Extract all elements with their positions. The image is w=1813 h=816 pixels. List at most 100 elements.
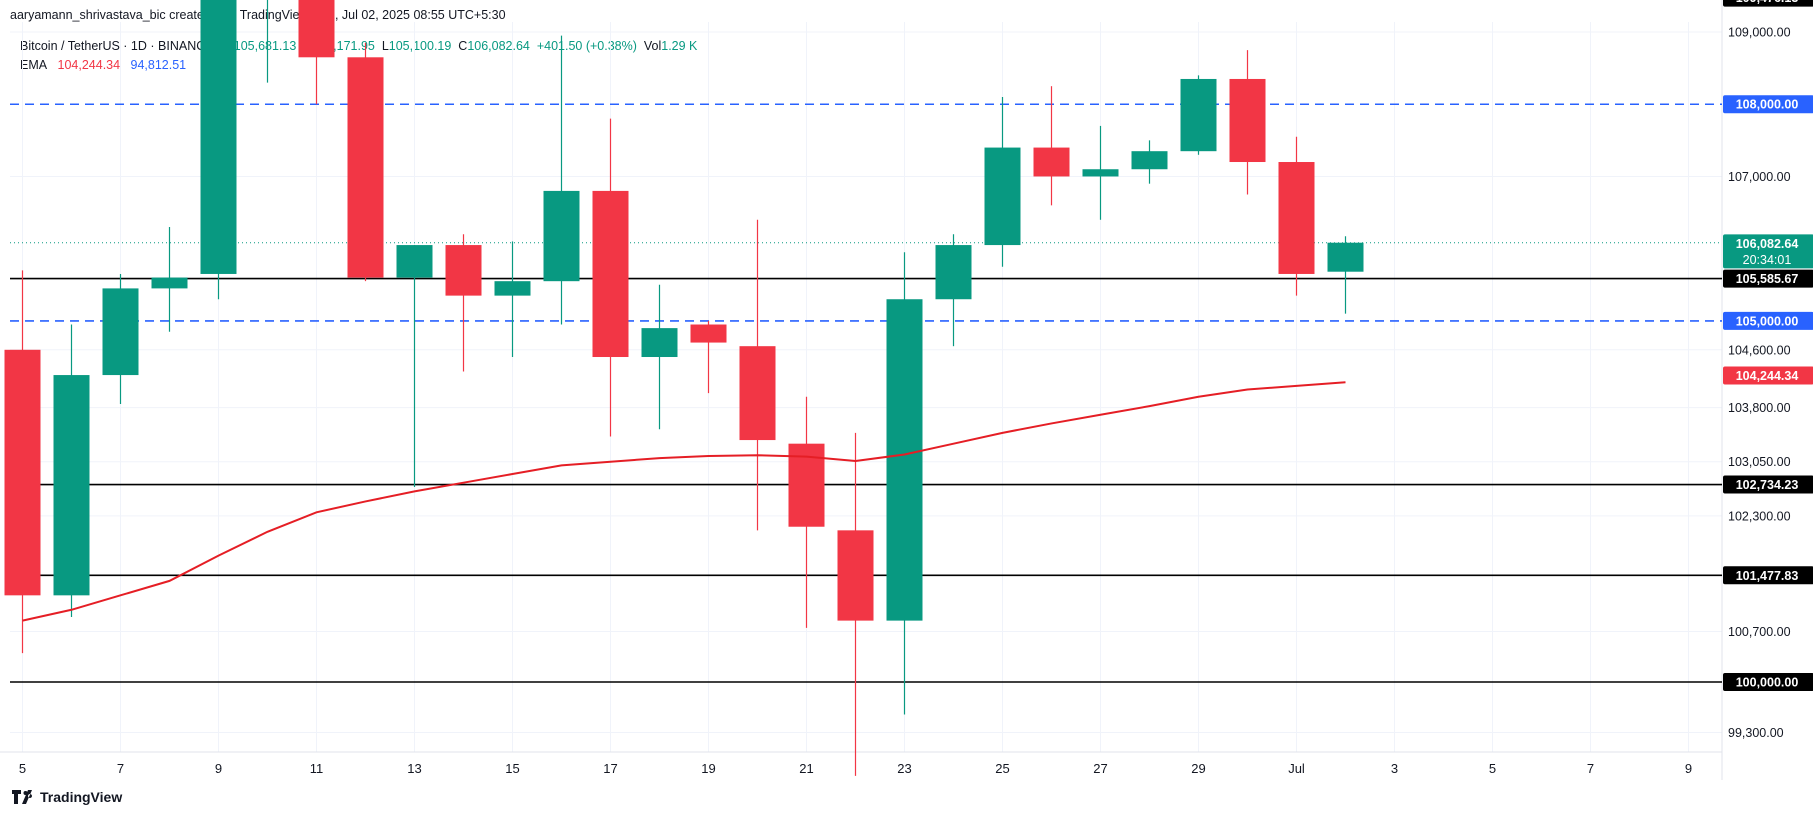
tradingview-brand: TradingView	[12, 789, 122, 805]
price-tags: 111,980.00110,000.00109,476.13108,000.00…	[1723, 0, 1813, 691]
price-tag-bg	[1723, 269, 1813, 288]
candle	[1033, 86, 1070, 206]
ema-fast-value: 104,244.34	[57, 58, 121, 72]
x-tick-label: 9	[215, 761, 222, 776]
y-tick-label: 104,600.00	[1728, 343, 1791, 357]
price-tag-black: 101,477.83	[1723, 566, 1813, 585]
ema-line	[22, 381, 1346, 622]
x-tick-label: 5	[19, 761, 26, 776]
candle-body	[1229, 78, 1266, 163]
candle-body	[984, 147, 1021, 246]
x-tick-label: 7	[1587, 761, 1594, 776]
candle-body	[1131, 151, 1168, 170]
candle	[445, 234, 482, 372]
y-tick-label: 109,000.00	[1728, 26, 1791, 40]
price-tag-label: 105,585.67	[1736, 272, 1799, 286]
candle	[641, 284, 678, 430]
price-tag-label: 100,000.00	[1736, 676, 1799, 690]
x-tick-label: Jul	[1288, 761, 1305, 776]
price-tag-black: 105,585.67	[1723, 269, 1813, 288]
candle-body	[1082, 169, 1119, 177]
grid-lines	[10, 22, 1722, 752]
price-tag-bg	[1723, 475, 1813, 494]
price-tag-label: 105,000.00	[1736, 314, 1799, 328]
symbol-title[interactable]: Bitcoin / TetherUS · 1D · BINANCE	[20, 39, 214, 53]
close-label: C	[458, 39, 468, 53]
candles	[4, 0, 1364, 776]
x-tick-label: 3	[1391, 761, 1398, 776]
price-tag-bg	[1723, 566, 1813, 585]
candle	[837, 432, 874, 776]
candle-body	[347, 57, 384, 278]
y-tick-label: 103,050.00	[1728, 455, 1791, 469]
candle	[788, 396, 825, 628]
volume-label: Vol	[643, 39, 662, 53]
price-tag-bg	[1723, 311, 1813, 330]
candle	[396, 245, 433, 488]
candle-body	[494, 281, 531, 296]
candle	[200, 0, 237, 300]
x-tick-label: 25	[995, 761, 1009, 776]
price-tag-bg	[1723, 0, 1813, 7]
volume-value: 1.29 K	[661, 39, 698, 53]
price-axis-labels: 99,300.00 100,700.00 102,300.00 103,050.00 1…	[1728, 26, 1791, 741]
candle	[1229, 50, 1266, 195]
candle	[102, 273, 139, 404]
candle	[984, 97, 1021, 267]
ema-label[interactable]: EMA	[20, 58, 48, 72]
price-tag-label: 108,000.00	[1736, 98, 1799, 112]
candle	[298, 0, 335, 105]
candle-body	[298, 0, 335, 58]
price-tag-blue: 108,000.00	[1723, 95, 1813, 114]
x-tick-label: 17	[603, 761, 617, 776]
candle-body	[739, 346, 776, 441]
candle	[592, 118, 629, 437]
price-tag-black: 102,734.23	[1723, 475, 1813, 494]
candle-body	[396, 245, 433, 278]
price-chart[interactable]: 99,300.00 100,700.00 102,300.00 103,050.00 1…	[0, 0, 1813, 780]
candle	[739, 219, 776, 531]
y-tick-label: 102,300.00	[1728, 509, 1791, 523]
y-tick-label: 100,700.00	[1728, 625, 1791, 639]
price-tag-bg	[1723, 673, 1813, 691]
candle-body	[1180, 78, 1217, 152]
ema-price-tag: 104,244.34	[1723, 366, 1813, 385]
candle-body	[102, 288, 139, 376]
candle-body	[151, 277, 188, 289]
candle	[886, 252, 923, 715]
chart-credit: aaryamann_shrivastava_bic created with T…	[10, 8, 506, 22]
last-price-tag: 106,082.64 20:34:01	[1723, 234, 1813, 269]
candle-body	[641, 328, 678, 358]
x-tick-label: 15	[505, 761, 519, 776]
price-tag-bg	[1723, 366, 1813, 385]
price-tag-black: 109,476.13	[1723, 0, 1813, 7]
x-tick-label: 11	[310, 761, 324, 776]
x-tick-label: 23	[897, 761, 911, 776]
ema-slow-value: 94,812.51	[130, 58, 187, 72]
price-tag-black: 100,000.00	[1723, 673, 1813, 691]
candle	[543, 35, 580, 325]
x-tick-label: 21	[799, 761, 813, 776]
price-tag-label: 104,244.34	[1736, 369, 1799, 383]
candle	[266, 0, 269, 83]
x-tick-label: 7	[117, 761, 124, 776]
x-tick-label: 9	[1685, 761, 1692, 776]
candle	[690, 320, 727, 394]
candle-body	[690, 324, 727, 343]
price-tag-countdown: 20:34:01	[1743, 253, 1792, 267]
candle	[1131, 140, 1168, 184]
low-label: L	[381, 39, 389, 53]
time-axis-labels: 5 7 9 11 13 15 17 19 21 23 25 27 29 Jul 3 5 7 9	[19, 761, 1692, 776]
price-tag-label: 109,476.13	[1736, 0, 1799, 5]
price-tag-blue: 105,000.00	[1723, 311, 1813, 330]
candle	[494, 241, 531, 358]
candle	[1180, 75, 1217, 155]
price-tag-label: 102,734.23	[1736, 478, 1799, 492]
candle	[1327, 236, 1364, 314]
candle-body	[200, 0, 237, 274]
candle	[1082, 125, 1119, 220]
candle-body	[886, 299, 923, 621]
candle	[4, 270, 41, 654]
candle-body	[837, 530, 874, 621]
candle-body	[53, 375, 90, 596]
